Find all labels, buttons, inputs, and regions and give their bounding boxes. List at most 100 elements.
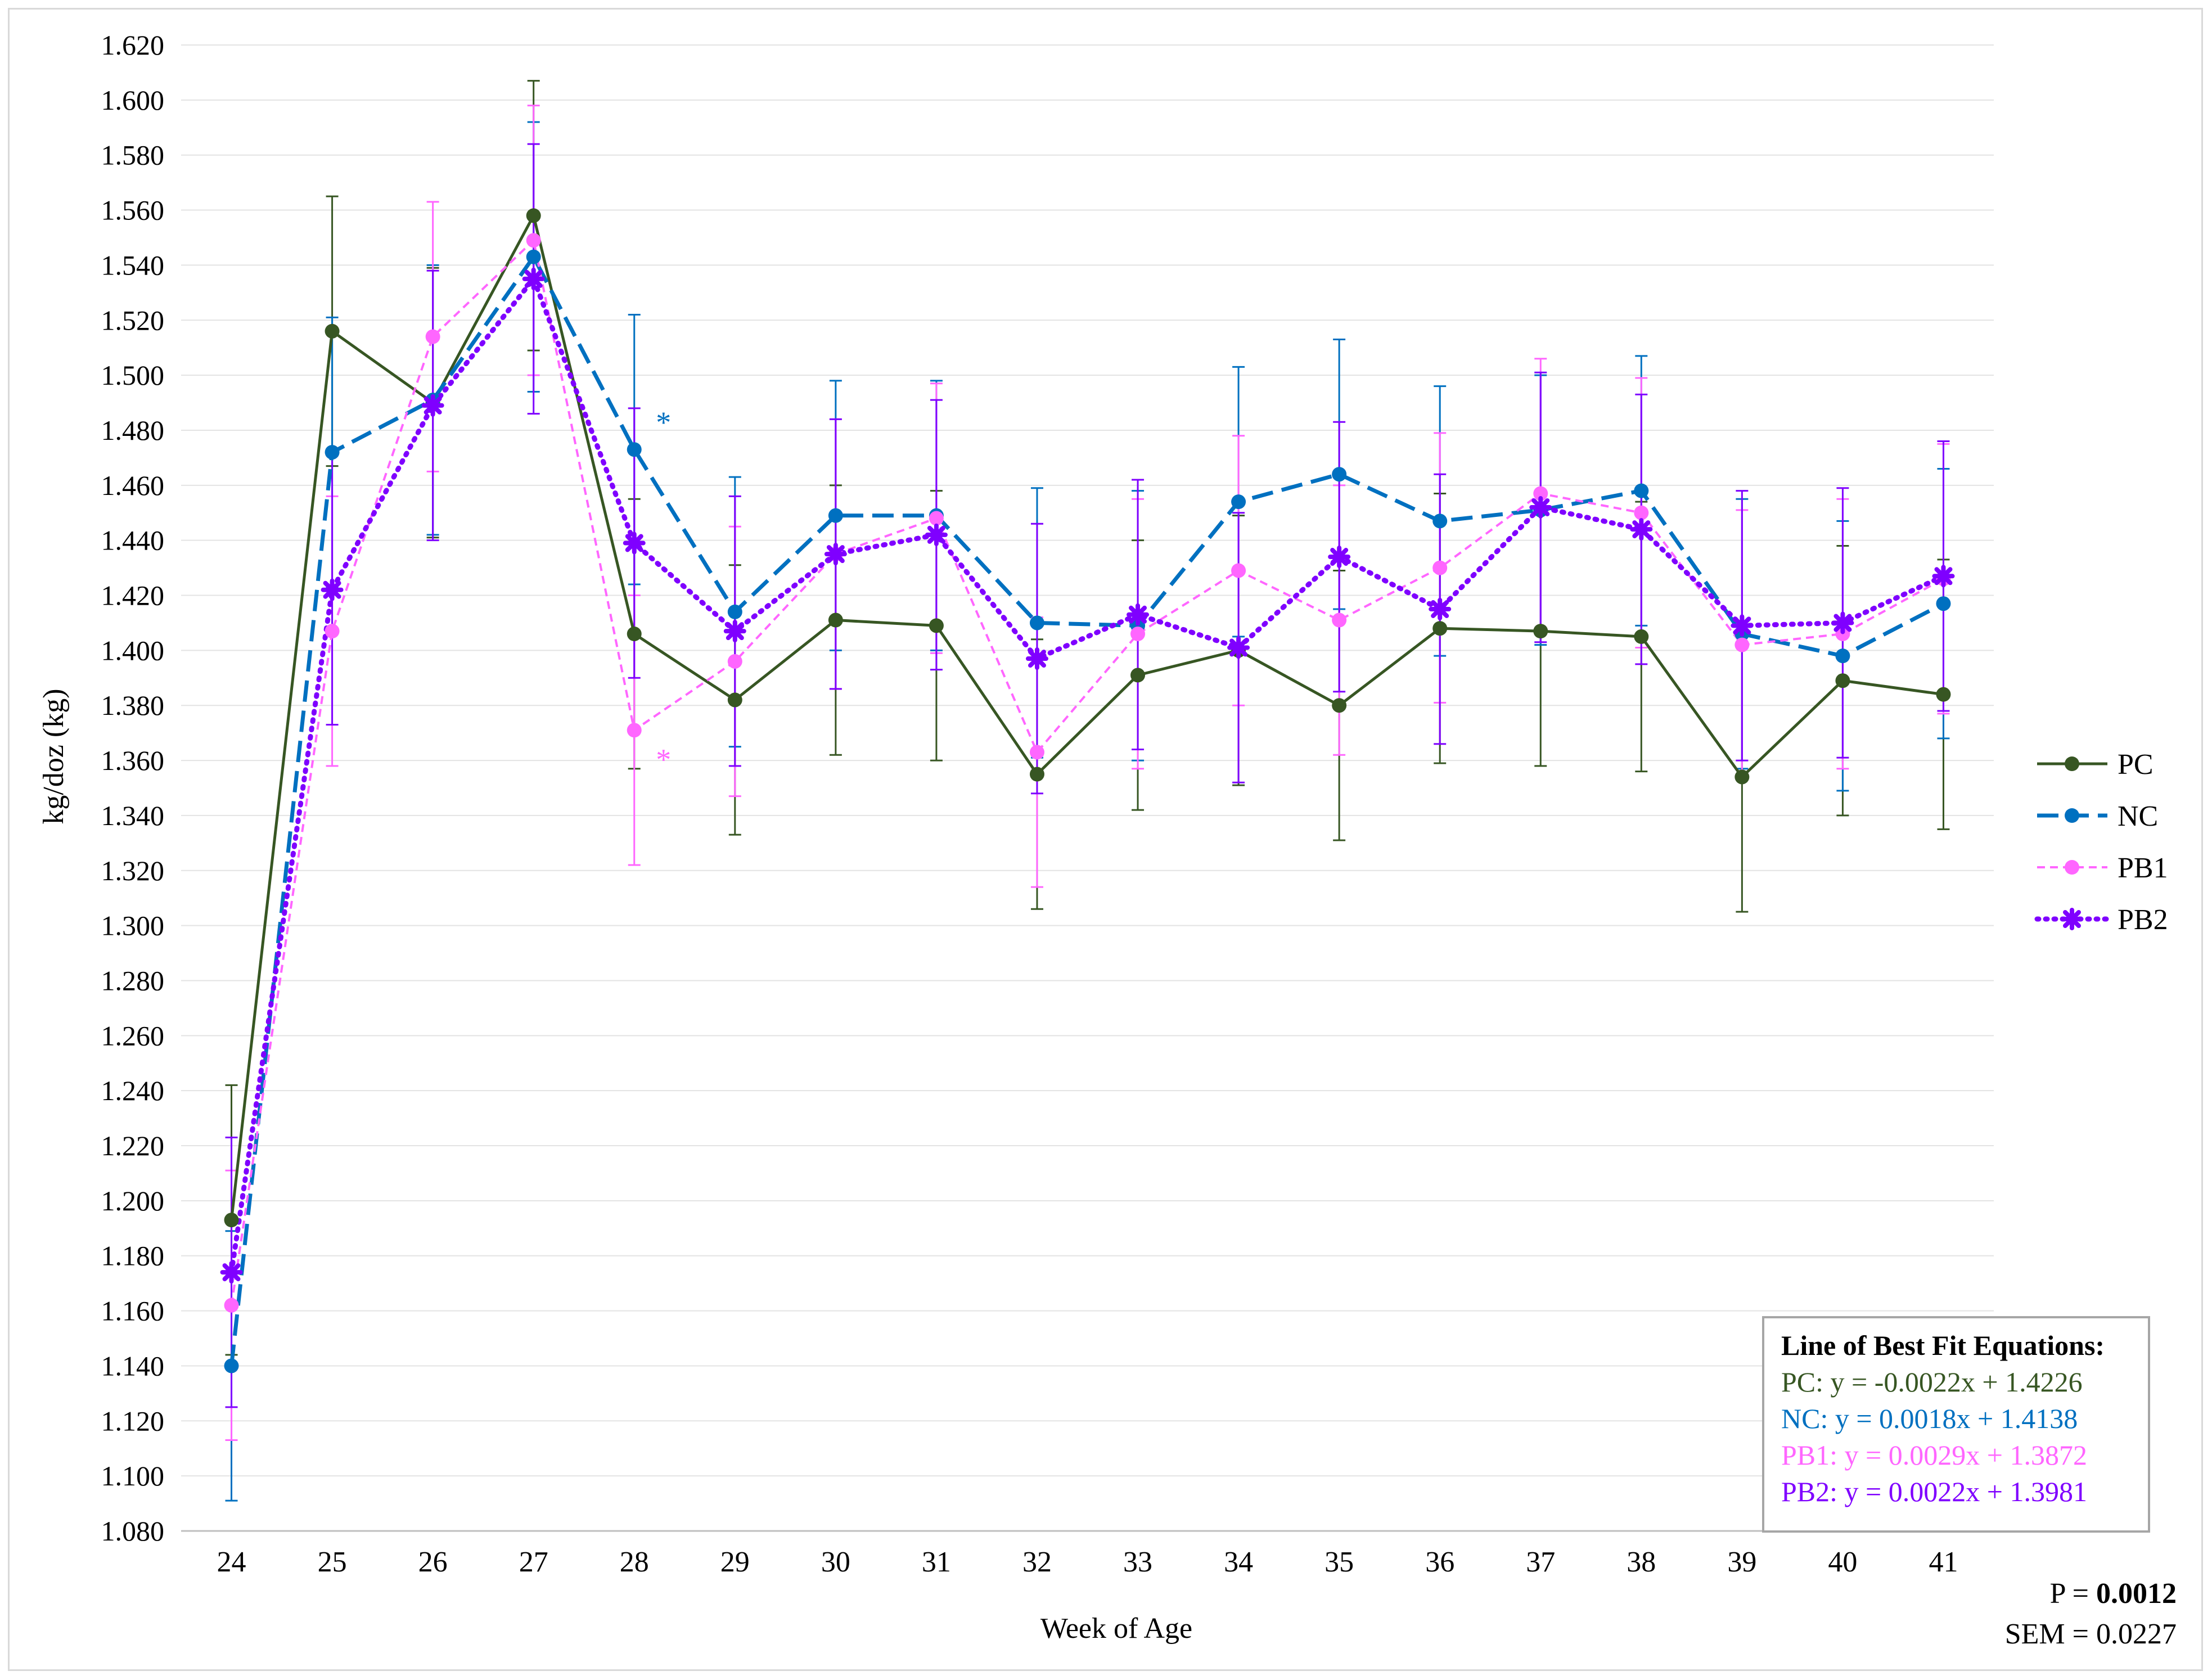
y-tick-label: 1.400 bbox=[101, 634, 165, 666]
data-point-pb1 bbox=[1634, 505, 1649, 520]
x-tick-label: 25 bbox=[318, 1546, 347, 1578]
data-point-pb2 bbox=[1932, 565, 1955, 588]
chart-frame bbox=[8, 8, 2203, 1671]
data-point-pb1 bbox=[526, 233, 541, 248]
data-point-nc bbox=[224, 1358, 239, 1373]
data-point-pc bbox=[1835, 673, 1850, 688]
y-tick-label: 1.360 bbox=[101, 745, 165, 776]
x-axis-label: Week of Age bbox=[1040, 1613, 1192, 1645]
y-tick-label: 1.600 bbox=[101, 84, 165, 116]
y-tick-label: 1.620 bbox=[101, 29, 165, 61]
sem-value: SEM = 0.0227 bbox=[2004, 1618, 2177, 1650]
data-point-pb2 bbox=[522, 267, 545, 290]
data-point-pb1 bbox=[1029, 745, 1044, 760]
data-point-pb2 bbox=[824, 543, 847, 566]
data-point-pb1 bbox=[727, 654, 742, 669]
x-tick-label: 41 bbox=[1929, 1546, 1958, 1578]
x-tick-label: 30 bbox=[821, 1546, 850, 1578]
y-tick-label: 1.440 bbox=[101, 525, 165, 556]
data-point-nc bbox=[1432, 514, 1448, 529]
x-tick-label: 34 bbox=[1224, 1546, 1253, 1578]
equations-title: Line of Best Fit Equations: bbox=[1781, 1330, 2105, 1361]
y-tick-labels: 1.080 1.100 1.120 1.140 1.160 1.180 1.200 1.220… bbox=[101, 29, 165, 1547]
data-point-pb1 bbox=[1332, 612, 1347, 628]
y-tick-label: 1.160 bbox=[101, 1295, 165, 1327]
data-point-pb2 bbox=[623, 532, 646, 555]
best-fit-equations-box: Line of Best Fit Equations: PC: y = -0.0… bbox=[1762, 1316, 2150, 1533]
data-point-pb2 bbox=[723, 620, 746, 643]
data-point-pb2 bbox=[220, 1261, 243, 1284]
legend-marker-nc bbox=[2065, 808, 2079, 823]
data-point-pb1 bbox=[1533, 486, 1548, 501]
legend-marker-pb1 bbox=[2065, 860, 2079, 875]
x-tick-label: 35 bbox=[1325, 1546, 1354, 1578]
data-point-pb2 bbox=[1731, 614, 1754, 637]
data-point-pb1 bbox=[325, 624, 340, 639]
data-point-pc bbox=[526, 208, 541, 223]
error-bars bbox=[225, 80, 1950, 1502]
y-tick-label: 1.240 bbox=[101, 1075, 165, 1106]
y-tick-label: 1.260 bbox=[101, 1020, 165, 1051]
data-point-pc bbox=[1432, 621, 1448, 636]
y-tick-label: 1.200 bbox=[101, 1185, 165, 1217]
legend-label-nc: NC bbox=[2118, 800, 2158, 832]
data-point-nc bbox=[627, 442, 642, 457]
x-tick-label: 28 bbox=[620, 1546, 649, 1578]
data-point-nc bbox=[828, 508, 843, 523]
data-point-pc bbox=[929, 618, 944, 633]
data-point-pc bbox=[727, 692, 742, 708]
y-axis-label: kg/doz (kg) bbox=[38, 688, 70, 824]
data-point-pb1 bbox=[1231, 563, 1246, 578]
data-point-pb2 bbox=[1630, 518, 1653, 541]
data-point-pc bbox=[1029, 767, 1044, 782]
data-point-pc bbox=[1936, 687, 1951, 702]
p-value: 0.0012 bbox=[2096, 1578, 2177, 1610]
series-line-nc bbox=[229, 255, 1945, 1366]
data-point-nc bbox=[1835, 648, 1850, 664]
data-point-pb2 bbox=[1429, 597, 1452, 620]
data-point-nc bbox=[1231, 494, 1246, 510]
x-tick-label: 39 bbox=[1727, 1546, 1756, 1578]
x-tick-label: 33 bbox=[1123, 1546, 1152, 1578]
legend-marker-pb2 bbox=[2061, 908, 2083, 930]
x-tick-label: 40 bbox=[1828, 1546, 1857, 1578]
y-tick-label: 1.560 bbox=[101, 195, 165, 226]
y-tick-label: 1.580 bbox=[101, 139, 165, 171]
data-point-nc bbox=[1029, 615, 1044, 630]
data-point-pc bbox=[1130, 668, 1146, 683]
equation-pb1: PB1: y = 0.0029x + 1.3872 bbox=[1781, 1439, 2087, 1471]
y-tick-label: 1.300 bbox=[101, 910, 165, 942]
statistics-summary: P = 0.0012 SEM = 0.0227 bbox=[2005, 1574, 2177, 1655]
data-point-pc bbox=[1634, 629, 1649, 644]
data-point-nc bbox=[526, 249, 541, 264]
data-point-nc bbox=[1634, 483, 1649, 498]
y-tick-label: 1.080 bbox=[101, 1515, 165, 1547]
annotations: ** bbox=[656, 406, 671, 776]
data-point-nc bbox=[325, 445, 340, 460]
data-point-pb2 bbox=[1227, 636, 1250, 659]
data-point-pb2 bbox=[1831, 611, 1854, 634]
p-label: P = bbox=[2049, 1578, 2096, 1610]
data-point-pb2 bbox=[1529, 496, 1552, 519]
gridlines bbox=[181, 44, 1994, 1532]
y-tick-label: 1.280 bbox=[101, 965, 165, 996]
significance-asterisk: * bbox=[656, 742, 671, 776]
series-lines bbox=[229, 214, 1946, 1366]
x-tick-label: 29 bbox=[720, 1546, 750, 1578]
series-line-pb1 bbox=[230, 239, 1944, 1306]
y-tick-label: 1.480 bbox=[101, 415, 165, 446]
legend-label-pb1: PB1 bbox=[2118, 852, 2168, 884]
equation-pc: PC: y = -0.0022x + 1.4226 bbox=[1781, 1366, 2083, 1398]
data-point-nc bbox=[727, 604, 742, 619]
x-tick-label: 24 bbox=[217, 1546, 246, 1578]
data-point-pb1 bbox=[929, 511, 944, 526]
data-point-pc bbox=[627, 627, 642, 642]
series-markers bbox=[220, 208, 1955, 1373]
data-point-pc bbox=[224, 1213, 239, 1228]
x-tick-label: 27 bbox=[519, 1546, 548, 1578]
y-tick-label: 1.180 bbox=[101, 1240, 165, 1272]
data-point-pc bbox=[1735, 769, 1750, 785]
equation-nc: NC: y = 0.0018x + 1.4138 bbox=[1781, 1403, 2078, 1434]
x-tick-label: 31 bbox=[922, 1546, 951, 1578]
